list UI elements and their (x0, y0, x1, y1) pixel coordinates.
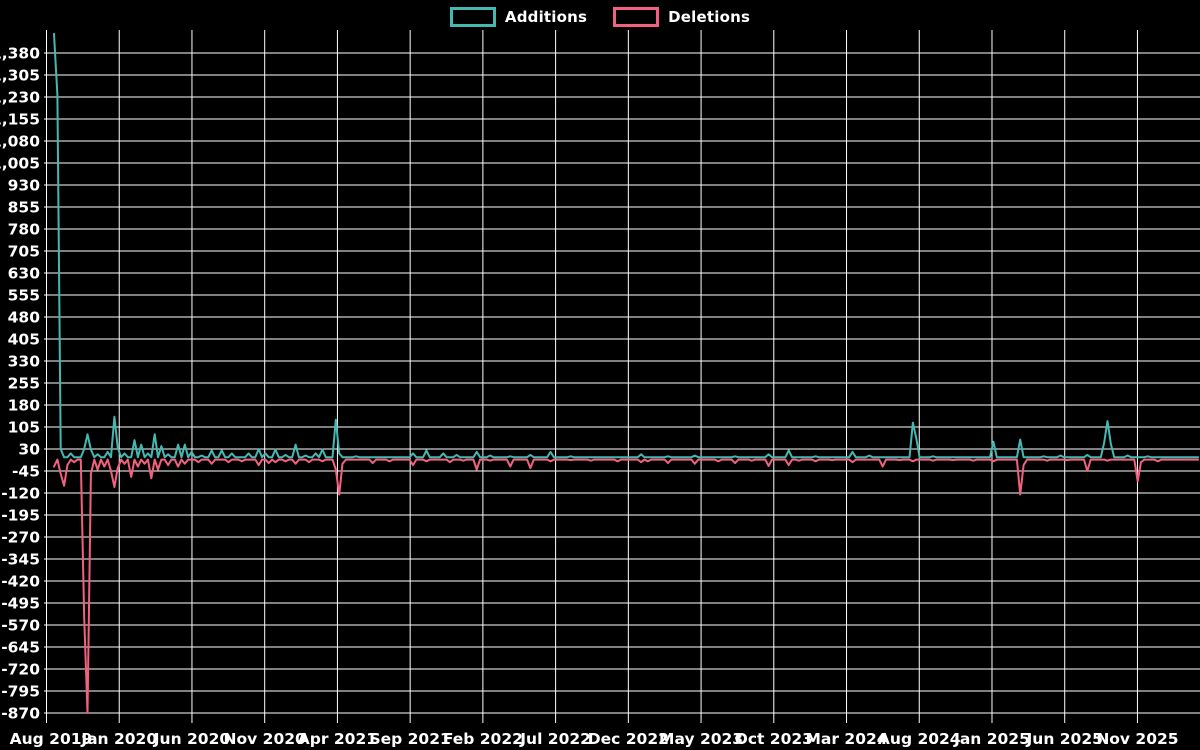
y-axis-tick-label: 705 (8, 243, 40, 261)
x-axis-tick-label: Aug 2019 (10, 730, 93, 748)
y-axis-tick-label: 1,005 (0, 155, 40, 173)
y-axis-tick-label: 30 (18, 441, 40, 459)
x-axis-tick-label: Jan 2020 (80, 730, 157, 748)
x-axis-tick-label: Aug 2024 (878, 730, 961, 748)
x-axis-tick-label: Apr 2021 (298, 730, 377, 748)
y-axis-tick-label: 1,380 (0, 45, 40, 63)
y-axis-tick-label: 405 (8, 331, 40, 349)
y-axis-tick-label: -420 (1, 573, 40, 591)
y-axis-tick-label: -45 (12, 463, 40, 481)
y-axis-tick-label: -720 (1, 661, 40, 679)
x-axis-tick-label: Nov 2020 (224, 730, 306, 748)
y-axis-tick-label: -570 (1, 617, 40, 635)
deletions-line (53, 458, 1200, 714)
legend-label-additions: Additions (504, 8, 588, 26)
y-axis-tick-label: 555 (8, 287, 40, 305)
legend-item-deletions[interactable]: Deletions (613, 7, 750, 27)
additions-line (53, 32, 1200, 459)
y-axis-tick-label: 630 (8, 265, 41, 283)
y-axis-tick-label: 105 (8, 419, 40, 437)
additions-swatch-icon (449, 7, 496, 27)
chart-legend: Additions Deletions (0, 7, 1200, 27)
x-axis-tick-label: Sep 2021 (369, 730, 450, 748)
y-axis-tick-label: 1,155 (0, 111, 40, 129)
y-axis-tick-label: 255 (8, 375, 40, 393)
y-axis-tick-label: 780 (8, 221, 41, 239)
y-axis-tick-label: 480 (8, 309, 41, 327)
legend-item-additions[interactable]: Additions (449, 7, 588, 27)
y-axis-tick-label: 855 (8, 199, 40, 217)
x-axis-tick-label: Feb 2022 (443, 730, 523, 748)
y-axis-tick-label: -270 (1, 529, 40, 547)
x-axis-tick-label: Mar 2024 (805, 730, 887, 748)
y-axis-tick-label: 1,230 (0, 89, 40, 107)
x-axis-tick-label: Jul 2022 (519, 730, 591, 748)
y-axis-tick-label: 1,080 (0, 133, 40, 151)
legend-label-deletions: Deletions (668, 8, 751, 26)
deletions-swatch-icon (613, 7, 660, 27)
y-axis-tick-label: 180 (8, 397, 41, 415)
y-axis-tick-label: -870 (1, 705, 40, 723)
y-axis-tick-label: 330 (8, 353, 41, 371)
y-axis-tick-label: -495 (1, 595, 40, 613)
y-axis-tick-label: 1,305 (0, 67, 40, 85)
y-axis-tick-label: -195 (1, 507, 40, 525)
y-axis-tick-label: -120 (1, 485, 40, 503)
x-axis-tick-label: Oct 2023 (735, 730, 813, 748)
x-axis-tick-label: Jan 2025 (953, 730, 1030, 748)
y-axis-tick-label: -645 (1, 639, 40, 657)
y-axis-tick-label: 930 (8, 177, 41, 195)
x-axis-tick-label: May 2023 (659, 730, 743, 748)
x-axis-tick-label: Jun 2025 (1026, 730, 1103, 748)
x-axis-tick-label: Nov 2025 (1096, 730, 1178, 748)
x-axis-tick-label: Dec 2022 (588, 730, 669, 748)
y-axis-tick-label: -795 (1, 683, 40, 701)
x-axis-tick-label: Jun 2020 (153, 730, 231, 748)
y-axis-tick-label: -345 (1, 551, 40, 569)
